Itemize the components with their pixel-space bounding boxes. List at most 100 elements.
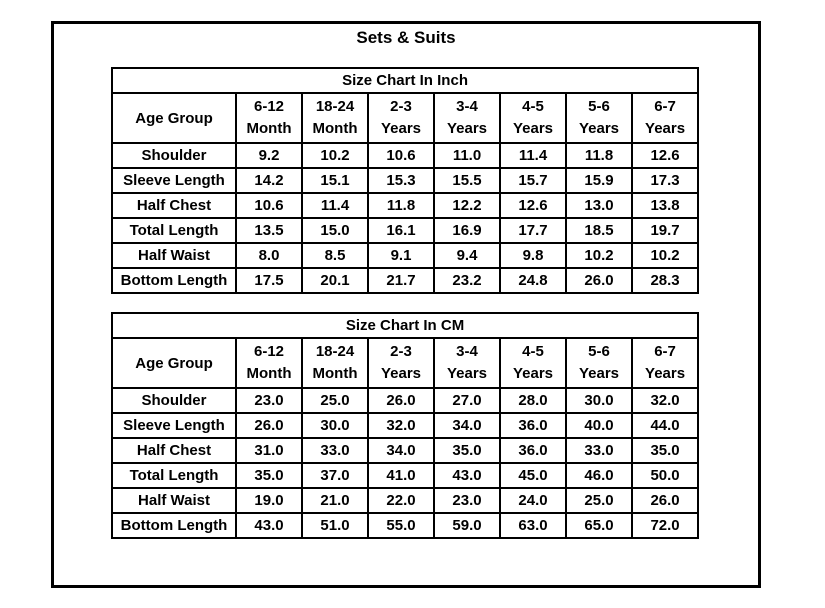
table-row: Sleeve Length 26.0 30.0 32.0 34.0 36.0 40.0 44.… [111,412,700,439]
table-title-row: Size Chart In CM [110,312,700,339]
age-group-header: Age Group [111,337,237,389]
value-cell: 26.0 [565,267,633,294]
value-cell: 15.9 [565,167,633,194]
value-cell: 28.0 [499,387,567,414]
value-cell: 24.0 [499,487,567,514]
age-group-header: Age Group [111,92,237,144]
row-label: Shoulder [111,387,237,414]
value-cell: 8.5 [301,242,369,269]
value-cell: 72.0 [630,512,700,539]
value-cell: 19.0 [235,487,303,514]
value-cell: 17.5 [235,267,303,294]
table-row: Shoulder 23.0 25.0 26.0 27.0 28.0 30.0 32.0 [111,387,700,414]
value-cell: 19.7 [630,217,700,244]
column-header: 18-24 Month [301,92,369,144]
value-cell: 15.1 [301,167,369,194]
value-cell: 27.0 [433,387,501,414]
value-cell: 31.0 [235,437,303,464]
table-row: Half Chest 31.0 33.0 34.0 35.0 36.0 33.0 35.0 [111,437,700,464]
value-cell: 11.0 [433,142,501,169]
value-cell: 9.2 [235,142,303,169]
value-cell: 11.4 [499,142,567,169]
row-label: Bottom Length [111,512,237,539]
value-cell: 15.3 [367,167,435,194]
table-title: Size Chart In Inch [110,67,700,94]
value-cell: 9.4 [433,242,501,269]
column-header: 2-3 Years [367,337,435,389]
value-cell: 12.2 [433,192,501,219]
column-header: 5-6 Years [565,337,633,389]
value-cell: 13.5 [235,217,303,244]
value-cell: 11.8 [565,142,633,169]
value-cell: 22.0 [367,487,435,514]
column-header: 6-7 Years [630,337,700,389]
row-label: Sleeve Length [111,412,237,439]
value-cell: 23.0 [235,387,303,414]
value-cell: 20.1 [301,267,369,294]
column-header: 18-24 Month [301,337,369,389]
value-cell: 10.2 [565,242,633,269]
value-cell: 11.8 [367,192,435,219]
value-cell: 36.0 [499,437,567,464]
value-cell: 33.0 [565,437,633,464]
value-cell: 30.0 [301,412,369,439]
value-cell: 12.6 [499,192,567,219]
value-cell: 26.0 [367,387,435,414]
value-cell: 30.0 [565,387,633,414]
size-chart-cm-table: Size Chart In CM Age Group 6-12 Month 18-24… [110,312,700,539]
value-cell: 44.0 [630,412,700,439]
value-cell: 26.0 [630,487,700,514]
value-cell: 35.0 [433,437,501,464]
value-cell: 32.0 [630,387,700,414]
table-row: Half Waist 8.0 8.5 9.1 9.4 9.8 10.2 10.2 [111,242,700,269]
table-row: Bottom Length 43.0 51.0 55.0 59.0 63.0 65.0 72.… [111,512,700,539]
value-cell: 23.0 [433,487,501,514]
value-cell: 34.0 [433,412,501,439]
value-cell: 36.0 [499,412,567,439]
table-row: Half Chest 10.6 11.4 11.8 12.2 12.6 13.0 13.8 [111,192,700,219]
table-row: Sleeve Length 14.2 15.1 15.3 15.5 15.7 15.9 17.… [111,167,700,194]
table-header-row: Age Group 6-12 Month 18-24 Month 2-3 Years 3… [111,92,700,144]
value-cell: 41.0 [367,462,435,489]
value-cell: 17.7 [499,217,567,244]
value-cell: 21.7 [367,267,435,294]
table-row: Total Length 35.0 37.0 41.0 43.0 45.0 46.0 50.0 [111,462,700,489]
value-cell: 24.8 [499,267,567,294]
value-cell: 63.0 [499,512,567,539]
value-cell: 33.0 [301,437,369,464]
value-cell: 46.0 [565,462,633,489]
row-label: Half Waist [111,242,237,269]
value-cell: 8.0 [235,242,303,269]
value-cell: 23.2 [433,267,501,294]
value-cell: 13.0 [565,192,633,219]
row-label: Sleeve Length [111,167,237,194]
value-cell: 35.0 [235,462,303,489]
row-label: Shoulder [111,142,237,169]
value-cell: 13.8 [630,192,700,219]
value-cell: 10.6 [235,192,303,219]
row-label: Bottom Length [111,267,237,294]
row-label: Total Length [111,462,237,489]
value-cell: 51.0 [301,512,369,539]
value-cell: 14.2 [235,167,303,194]
column-header: 4-5 Years [499,337,567,389]
table-row: Shoulder 9.2 10.2 10.6 11.0 11.4 11.8 12.6 [111,142,700,169]
table-title-row: Size Chart In Inch [110,67,700,94]
value-cell: 12.6 [630,142,700,169]
value-cell: 43.0 [433,462,501,489]
table-row: Total Length 13.5 15.0 16.1 16.9 17.7 18.5 19.7 [111,217,700,244]
value-cell: 21.0 [301,487,369,514]
value-cell: 25.0 [301,387,369,414]
value-cell: 59.0 [433,512,501,539]
value-cell: 40.0 [565,412,633,439]
value-cell: 11.4 [301,192,369,219]
value-cell: 28.3 [630,267,700,294]
value-cell: 16.1 [367,217,435,244]
value-cell: 45.0 [499,462,567,489]
value-cell: 43.0 [235,512,303,539]
value-cell: 37.0 [301,462,369,489]
column-header: 3-4 Years [433,92,501,144]
value-cell: 15.0 [301,217,369,244]
value-cell: 26.0 [235,412,303,439]
